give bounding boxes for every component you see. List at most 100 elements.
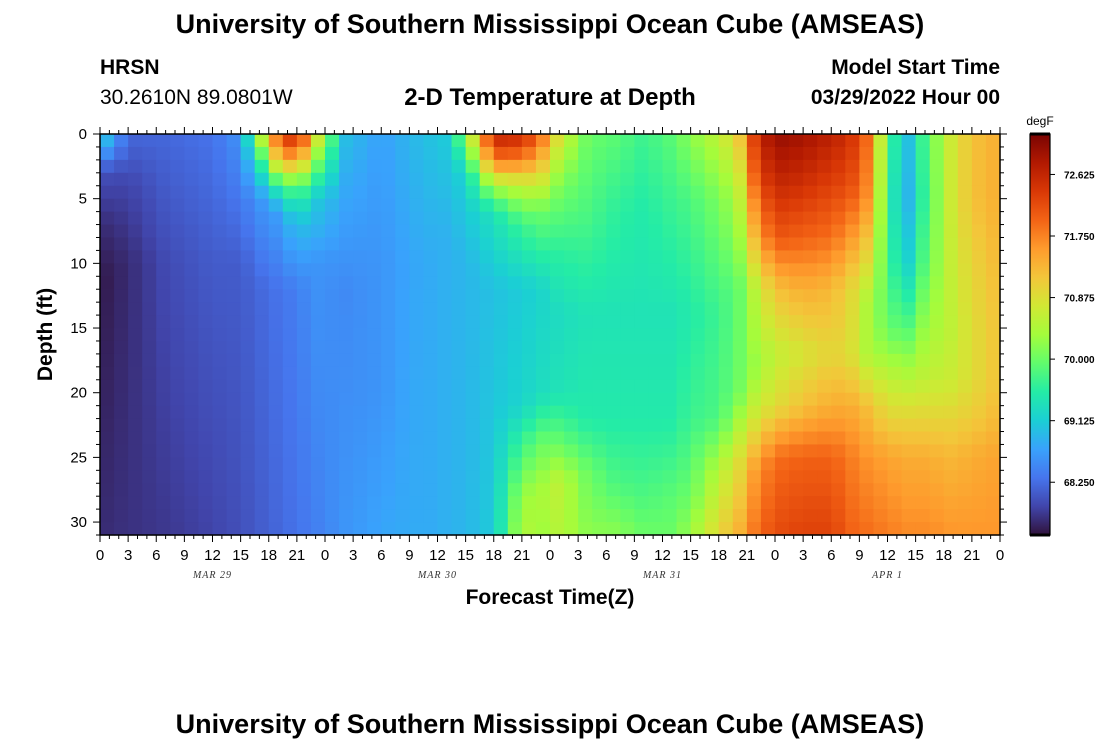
heatmap-cell bbox=[353, 134, 368, 148]
heatmap-cell bbox=[676, 263, 692, 277]
heatmap-cell bbox=[634, 353, 650, 368]
heatmap-cell bbox=[493, 315, 509, 329]
heatmap-cell bbox=[957, 289, 973, 303]
heatmap-cell bbox=[592, 496, 607, 510]
heatmap-cell bbox=[226, 418, 242, 433]
heatmap-cell bbox=[296, 250, 312, 264]
heatmap-cell bbox=[535, 302, 551, 316]
heatmap-cell bbox=[746, 366, 762, 381]
heatmap-cell bbox=[803, 353, 818, 368]
heatmap-cell bbox=[718, 302, 734, 316]
heatmap-cell bbox=[957, 146, 973, 161]
x-tick-label: 6 bbox=[152, 547, 160, 564]
heatmap-cell bbox=[620, 185, 635, 200]
heatmap-cell bbox=[746, 379, 762, 394]
heatmap-cell bbox=[690, 315, 706, 329]
heatmap-cell bbox=[437, 405, 453, 420]
heatmap-cell bbox=[732, 315, 748, 329]
heatmap-cell bbox=[339, 328, 354, 342]
heatmap-cell bbox=[550, 457, 565, 471]
model-start-value: 03/29/2022 Hour 00 bbox=[810, 86, 1000, 109]
heatmap-cell bbox=[353, 211, 368, 226]
heatmap-cell bbox=[662, 392, 678, 407]
heatmap-cell bbox=[198, 263, 214, 277]
heatmap-cell bbox=[198, 405, 214, 420]
heatmap-cell bbox=[831, 392, 846, 407]
heatmap-cell bbox=[282, 457, 298, 471]
heatmap-cell bbox=[142, 496, 157, 510]
heatmap-cell bbox=[437, 263, 453, 277]
heatmap-cell bbox=[873, 289, 889, 303]
heatmap-cell bbox=[339, 224, 354, 239]
heatmap-cell bbox=[775, 444, 790, 458]
heatmap-cell bbox=[873, 496, 889, 510]
heatmap-cell bbox=[775, 418, 790, 433]
heatmap-cell bbox=[367, 302, 382, 316]
heatmap-cell bbox=[381, 418, 396, 433]
heatmap-cell bbox=[718, 418, 734, 433]
heatmap-cell bbox=[353, 405, 368, 420]
heatmap-cell bbox=[943, 353, 959, 368]
heatmap-cell bbox=[521, 496, 537, 510]
heatmap-cell bbox=[240, 134, 256, 148]
x-tick-label: 21 bbox=[289, 547, 306, 564]
heatmap-cell bbox=[760, 263, 776, 277]
heatmap-cell bbox=[268, 509, 284, 523]
heatmap-cell bbox=[479, 237, 495, 252]
heatmap-cell bbox=[170, 509, 185, 523]
heatmap-cell bbox=[704, 172, 720, 187]
heatmap-cell bbox=[100, 496, 115, 510]
heatmap-cell bbox=[578, 146, 593, 161]
heatmap-cell bbox=[296, 340, 312, 355]
heatmap-cell bbox=[142, 340, 157, 355]
heatmap-cell bbox=[198, 457, 214, 471]
heatmap-cell bbox=[929, 146, 945, 161]
heatmap-cell bbox=[423, 146, 439, 161]
heatmap-cell bbox=[535, 315, 551, 329]
heatmap-cell bbox=[535, 159, 551, 174]
heatmap-cell bbox=[128, 353, 143, 368]
heatmap-cell bbox=[564, 340, 579, 355]
heatmap-cell bbox=[817, 470, 832, 484]
heatmap-cell bbox=[971, 340, 987, 355]
heatmap-cell bbox=[578, 418, 593, 433]
heatmap-cell bbox=[128, 418, 143, 433]
heatmap-cell bbox=[381, 159, 396, 174]
heatmap-cell bbox=[142, 263, 157, 277]
heatmap-cell bbox=[985, 263, 1001, 277]
y-tick-label: 10 bbox=[70, 255, 87, 272]
heatmap-cell bbox=[479, 198, 495, 213]
x-tick-label: 9 bbox=[405, 547, 413, 564]
heatmap-cell bbox=[803, 431, 818, 446]
heatmap-cell bbox=[718, 496, 734, 510]
heatmap-cell bbox=[676, 146, 692, 161]
heatmap-cell bbox=[479, 185, 495, 200]
heatmap-cell bbox=[282, 470, 298, 484]
heatmap-cell bbox=[648, 392, 664, 407]
heatmap-cell bbox=[325, 444, 340, 458]
heatmap-cell bbox=[226, 366, 242, 381]
heatmap-cell bbox=[943, 211, 959, 226]
heatmap-cell bbox=[592, 470, 607, 484]
heatmap-cell bbox=[943, 328, 959, 342]
heatmap-cell bbox=[620, 405, 635, 420]
heatmap-cell bbox=[648, 509, 664, 523]
heatmap-cell bbox=[831, 496, 846, 510]
heatmap-cell bbox=[718, 315, 734, 329]
heatmap-cell bbox=[873, 444, 889, 458]
heatmap-cell bbox=[831, 366, 846, 381]
heatmap-cell bbox=[957, 353, 973, 368]
heatmap-cell bbox=[915, 302, 931, 316]
heatmap-cell bbox=[409, 353, 425, 368]
heatmap-cell bbox=[578, 237, 593, 252]
heatmap-cell bbox=[760, 405, 776, 420]
heatmap-cell bbox=[732, 522, 748, 536]
heatmap-cell bbox=[184, 353, 200, 368]
heatmap-cell bbox=[310, 185, 326, 200]
heatmap-cell bbox=[985, 315, 1001, 329]
heatmap-cell bbox=[198, 392, 214, 407]
heatmap-cell bbox=[690, 470, 706, 484]
heatmap-cell bbox=[507, 198, 523, 213]
heatmap-cell bbox=[943, 366, 959, 381]
heatmap-cell bbox=[718, 405, 734, 420]
